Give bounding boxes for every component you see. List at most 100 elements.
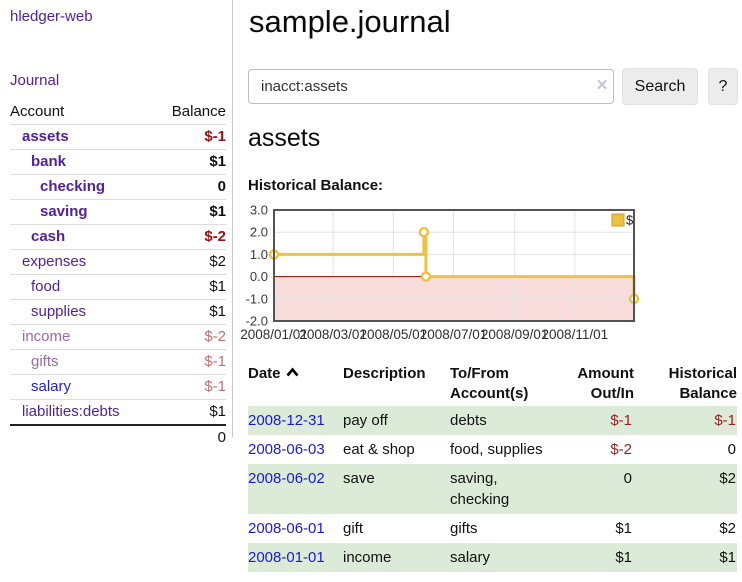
account-link[interactable]: assets [22, 128, 69, 145]
account-link[interactable]: cash [31, 228, 66, 245]
account-link[interactable]: gifts [31, 353, 59, 370]
account-balance: $1 [154, 274, 226, 300]
account-row: expenses $2 [10, 249, 226, 275]
account-balance: $1 [154, 199, 226, 225]
account-balance: $-1 [154, 124, 226, 150]
help-button[interactable]: ? [708, 68, 738, 105]
transaction-balance: $1 [719, 549, 736, 566]
svg-text:0.0: 0.0 [250, 269, 268, 284]
svg-text:1.0: 1.0 [250, 247, 268, 262]
account-link[interactable]: checking [40, 178, 106, 195]
register-table: Date Description To/From Account(s) Amou… [248, 362, 737, 572]
sidebar: hledger-web Journal Account Balance asse… [0, 0, 233, 450]
account-row: checking 0 [10, 174, 226, 200]
app-brand-link[interactable]: hledger-web [10, 8, 93, 25]
account-link[interactable]: food [31, 278, 61, 295]
sidebar-item-journal[interactable]: Journal [10, 72, 60, 89]
account-heading: assets [248, 124, 321, 152]
sort-ascending-icon [286, 367, 299, 377]
svg-text:-1.0: -1.0 [246, 291, 268, 306]
account-row: income $-2 [10, 324, 226, 350]
transaction-accounts: food, supplies [450, 441, 543, 458]
account-row: food $1 [10, 274, 226, 300]
transaction-date-link[interactable]: 2008-12-31 [248, 412, 325, 429]
transaction-date-link[interactable]: 2008-06-02 [248, 470, 325, 487]
transaction-date-link[interactable]: 2008-06-03 [248, 441, 325, 458]
transaction-amount: $1 [615, 549, 632, 566]
legend-swatch [611, 213, 625, 227]
transaction-description: income [343, 549, 392, 566]
account-link[interactable]: saving [40, 203, 88, 220]
svg-text:-2.0: -2.0 [246, 314, 268, 329]
account-balance: 0 [154, 174, 226, 200]
accounts-header-row: Account Balance [10, 100, 226, 125]
search-input[interactable] [248, 69, 614, 104]
accounts-header-balance: Balance [171, 103, 226, 120]
account-row: bank $1 [10, 149, 226, 175]
account-row: liabilities:debts $1 [10, 399, 226, 425]
svg-text:2008/11/01: 2008/11/01 [542, 327, 609, 342]
transaction-amount: 0 [623, 470, 632, 487]
account-link[interactable]: salary [31, 378, 72, 395]
clear-search-icon[interactable]: × [596, 75, 608, 96]
register-row: 2008-06-01 gift gifts $1 $2 [248, 514, 737, 543]
account-row: supplies $1 [10, 299, 226, 325]
svg-text:2.0: 2.0 [250, 225, 268, 240]
column-tofrom-accounts[interactable]: To/From Account(s) [450, 365, 529, 402]
account-row: gifts $-1 [10, 349, 226, 375]
account-balance: $-2 [154, 224, 226, 250]
accounts-table: Account Balance assets $-1 bank $1 check… [10, 100, 226, 450]
column-amount[interactable]: Amount Out/In [577, 365, 634, 402]
account-link[interactable]: supplies [31, 303, 87, 320]
transaction-balance: $2 [719, 520, 736, 537]
account-row: salary $-1 [10, 374, 226, 400]
column-date[interactable]: Date [248, 362, 343, 406]
search-button[interactable]: Search [622, 68, 698, 105]
account-link[interactable]: expenses [22, 253, 87, 270]
transaction-amount: $-2 [610, 441, 632, 458]
transaction-description: eat & shop [343, 441, 415, 458]
transaction-amount: $-1 [610, 412, 632, 429]
register-row: 2008-06-03 eat & shop food, supplies $-2… [248, 435, 737, 464]
register-header-row: Date Description To/From Account(s) Amou… [248, 362, 737, 406]
transaction-accounts: saving, checking [450, 470, 510, 508]
transaction-description: pay off [343, 412, 388, 429]
register-row: 2008-01-01 income salary $1 $1 [248, 543, 737, 572]
svg-text:2008/09/01: 2008/09/01 [481, 327, 549, 342]
svg-text:2008/01/01: 2008/01/01 [240, 327, 308, 342]
transaction-description: gift [343, 520, 364, 537]
account-link[interactable]: liabilities:debts [22, 403, 120, 420]
account-row: cash $-2 [10, 224, 226, 250]
account-link[interactable]: bank [31, 153, 67, 170]
register-row: 2008-06-02 save saving, checking 0 $2 [248, 464, 737, 514]
svg-text:2008/05/01: 2008/05/01 [360, 327, 428, 342]
account-balance: $1 [154, 399, 226, 425]
transaction-balance: 0 [727, 441, 736, 458]
transaction-date-link[interactable]: 2008-06-01 [248, 520, 325, 537]
accounts-header-account: Account [10, 103, 65, 120]
page-title: sample.journal [249, 4, 451, 39]
accounts-total: 0 [154, 424, 226, 450]
transaction-accounts: debts [450, 412, 487, 429]
legend-label: $ [626, 213, 634, 228]
svg-text:2008/07/01: 2008/07/01 [420, 327, 488, 342]
transaction-accounts: salary [450, 549, 491, 566]
register-row: 2008-12-31 pay off debts $-1 $-1 [248, 406, 737, 435]
svg-text:2008/03/01: 2008/03/01 [299, 327, 367, 342]
accounts-total-row: 0 [10, 424, 226, 450]
account-balance: $1 [154, 299, 226, 325]
account-balance: $2 [154, 249, 226, 275]
account-link[interactable]: income [22, 328, 71, 345]
transaction-amount: $1 [615, 520, 632, 537]
account-row: saving $1 [10, 199, 226, 225]
transaction-accounts: gifts [450, 520, 478, 537]
account-row: assets $-1 [10, 124, 226, 150]
column-historical-balance[interactable]: Historical Balance [668, 365, 737, 402]
transaction-date-link[interactable]: 2008-01-01 [248, 549, 325, 566]
historical-balance-chart: 3.0 2.0 1.0 0.0 -1.0 -2.02008/01/012008/03/01… [240, 203, 640, 342]
transaction-description: save [343, 470, 375, 487]
column-description[interactable]: Description [343, 365, 426, 382]
account-balance: $-2 [154, 324, 226, 350]
transaction-balance: $2 [719, 470, 736, 487]
chart-title: Historical Balance: [248, 177, 384, 194]
